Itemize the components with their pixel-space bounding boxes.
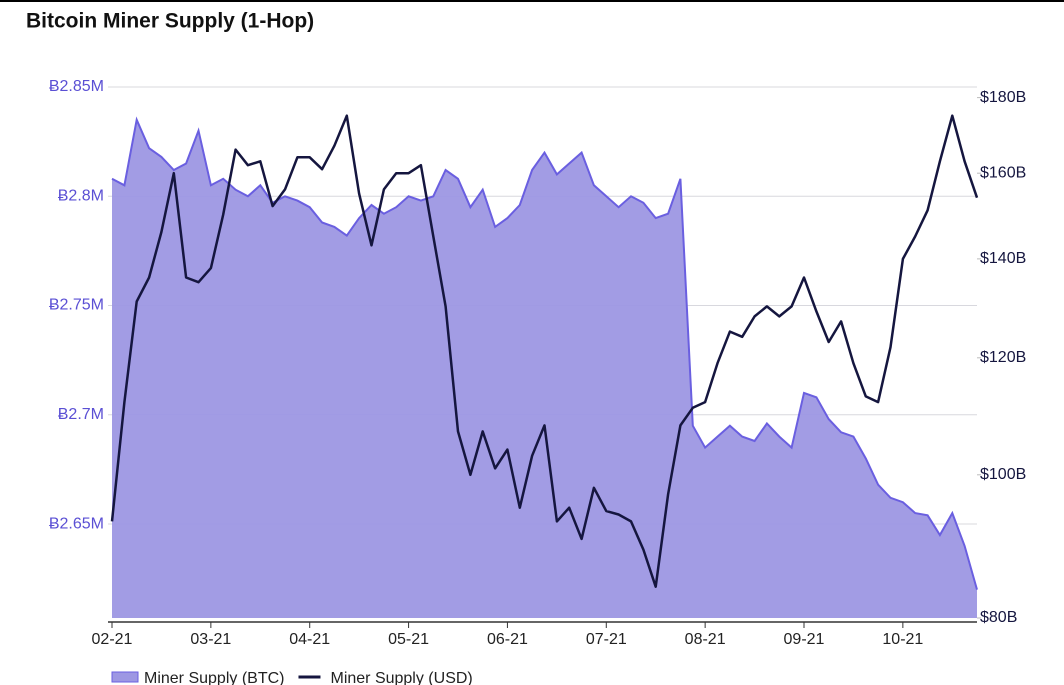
area bbox=[112, 119, 977, 619]
y2-tick-label: $160B bbox=[980, 164, 1026, 181]
x-tick-label: 03-21 bbox=[190, 631, 231, 648]
y2-tick-label: $100B bbox=[980, 466, 1026, 483]
x-tick-label: 10-21 bbox=[882, 631, 923, 648]
y-tick-label: Ƀ2.7M bbox=[58, 406, 104, 423]
y2-tick-label: $80B bbox=[980, 609, 1017, 626]
y-tick-label: Ƀ2.65M bbox=[49, 515, 104, 532]
y-tick-label: Ƀ2.85M bbox=[49, 78, 104, 95]
y2-tick-label: $120B bbox=[980, 349, 1026, 366]
line bbox=[110, 114, 979, 588]
y-tick-label: Ƀ2.75M bbox=[49, 297, 104, 314]
y-tick-label: Ƀ2.8M bbox=[58, 187, 104, 204]
legend-label: Miner Supply (USD) bbox=[330, 670, 472, 685]
y2-tick-label: $140B bbox=[980, 250, 1026, 267]
x-tick-label: 07-21 bbox=[586, 631, 627, 648]
x-tick-label: 08-21 bbox=[685, 631, 726, 648]
x-tick-label: 04-21 bbox=[289, 631, 330, 648]
x-tick-label: 06-21 bbox=[487, 631, 528, 648]
chart-title: Bitcoin Miner Supply (1-Hop) bbox=[26, 10, 314, 33]
x-tick-label: 09-21 bbox=[784, 631, 825, 648]
x-tick-label: 05-21 bbox=[388, 631, 429, 648]
legend-label: Miner Supply (BTC) bbox=[144, 670, 284, 685]
x-tick-label: 02-21 bbox=[92, 631, 133, 648]
legend-swatch bbox=[111, 671, 139, 683]
y2-tick-label: $180B bbox=[980, 89, 1026, 106]
area-edge bbox=[111, 116, 978, 590]
